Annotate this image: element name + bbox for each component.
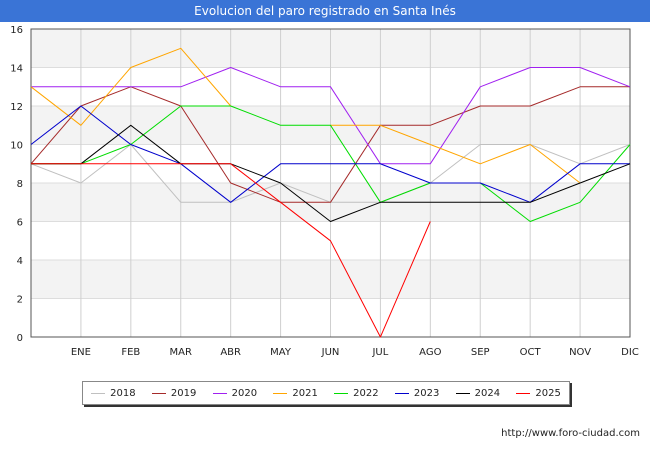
x-tick-label: FEB bbox=[121, 347, 140, 358]
y-tick-label: 0 bbox=[17, 333, 23, 344]
y-tick-label: 6 bbox=[17, 218, 23, 229]
legend-label: 2018 bbox=[110, 387, 136, 399]
x-tick-label: ABR bbox=[220, 347, 241, 358]
legend-label: 2025 bbox=[535, 387, 561, 399]
y-tick-label: 8 bbox=[17, 179, 23, 190]
y-tick-label: 16 bbox=[10, 25, 23, 36]
series-line-2021 bbox=[330, 124, 581, 184]
legend-label: 2024 bbox=[474, 387, 501, 399]
legend-swatch bbox=[91, 392, 106, 394]
x-tick-label: AGO bbox=[419, 347, 441, 358]
plot-frame bbox=[30, 28, 631, 338]
legend-label: 2020 bbox=[231, 387, 258, 399]
legend-swatch bbox=[394, 392, 409, 394]
legend-entry-2018: 2018 bbox=[91, 387, 136, 399]
series-line-2021 bbox=[30, 47, 232, 126]
legend-entry-2023: 2023 bbox=[394, 387, 440, 399]
legend-entry-2025: 2025 bbox=[516, 387, 561, 399]
series-2024 bbox=[31, 124, 631, 222]
legend-entry-2019: 2019 bbox=[151, 387, 197, 399]
legend-swatch bbox=[273, 392, 288, 394]
y-tick-label: 10 bbox=[10, 141, 23, 152]
series-2020 bbox=[31, 67, 631, 165]
legend-entry-2021: 2021 bbox=[273, 387, 318, 399]
legend-label: 2023 bbox=[413, 387, 440, 399]
x-tick-label: JUL bbox=[371, 347, 388, 358]
x-tick-label: NOV bbox=[569, 347, 591, 358]
legend-swatch bbox=[516, 392, 531, 394]
legend-label: 2019 bbox=[170, 387, 197, 399]
x-tick-label: MAY bbox=[270, 347, 292, 358]
y-tick-label: 14 bbox=[10, 64, 23, 75]
legend-entry-2020: 2020 bbox=[212, 387, 258, 399]
series-2021 bbox=[30, 47, 581, 184]
legend: 2018 2019 2020 2021 2022 2023 2024 2025 bbox=[82, 381, 570, 405]
series-line-2025 bbox=[31, 163, 431, 338]
legend-swatch bbox=[455, 392, 470, 394]
series-line-2020 bbox=[31, 67, 631, 165]
chart-title: Evolucion del paro registrado en Santa I… bbox=[0, 0, 650, 22]
series-layer bbox=[30, 47, 631, 338]
legend-entry-2024: 2024 bbox=[455, 387, 501, 399]
y-tick-label: 2 bbox=[17, 295, 23, 306]
y-tick-label: 4 bbox=[17, 256, 23, 267]
legend-label: 2022 bbox=[353, 387, 379, 399]
series-line-2024 bbox=[31, 124, 631, 222]
x-tick-label: MAR bbox=[170, 347, 192, 358]
legend-label: 2021 bbox=[292, 387, 318, 399]
x-tick-label: JUN bbox=[321, 347, 340, 358]
legend-swatch bbox=[151, 392, 166, 394]
legend-swatch bbox=[212, 392, 227, 394]
y-axis-ticks: 0 2 4 6 8 10 12 14 16 bbox=[10, 25, 23, 344]
series-2025 bbox=[31, 163, 431, 338]
legend-swatch bbox=[334, 392, 349, 394]
y-tick-label: 12 bbox=[10, 102, 23, 113]
x-axis-ticks: ENE FEB MAR ABR MAY JUN JUL AGO SEP OCT NOV DIC bbox=[71, 347, 639, 358]
x-tick-label: DIC bbox=[621, 347, 639, 358]
x-tick-label: ENE bbox=[71, 347, 91, 358]
legend-entry-2022: 2022 bbox=[334, 387, 379, 399]
x-tick-label: OCT bbox=[520, 347, 542, 358]
source-url: http://www.foro-ciudad.com bbox=[501, 428, 640, 439]
x-tick-label: SEP bbox=[471, 347, 490, 358]
